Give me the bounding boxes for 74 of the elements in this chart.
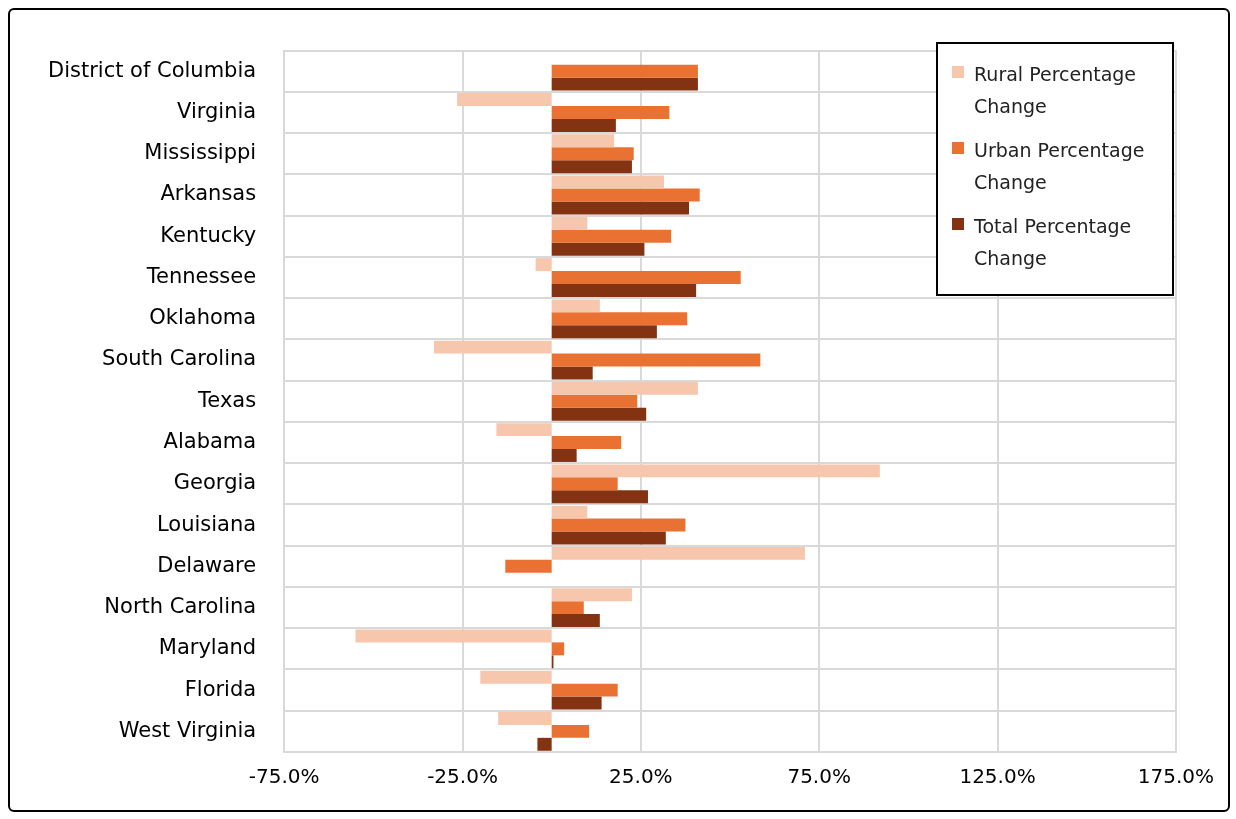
bar (537, 737, 552, 751)
bar (551, 188, 700, 202)
bar (551, 394, 638, 408)
y-tick-label: West Virginia (118, 717, 257, 742)
bar (551, 546, 805, 560)
bar (551, 201, 689, 215)
bar (551, 325, 657, 339)
y-tick-label: North Carolina (104, 594, 257, 619)
bar (496, 423, 552, 437)
bar (551, 216, 588, 230)
x-tick-label: -75.0% (248, 764, 320, 789)
bar (551, 271, 741, 284)
bar (551, 381, 698, 395)
bar (505, 559, 552, 573)
bar (551, 477, 618, 491)
bar (551, 531, 666, 545)
bar (498, 711, 552, 725)
bar (551, 449, 577, 462)
x-tick-label: 175.0% (1137, 764, 1214, 789)
y-tick-label: Mississippi (144, 140, 257, 165)
x-tick-label: 75.0% (787, 764, 851, 789)
y-tick-label: Florida (184, 676, 257, 701)
bar (551, 77, 698, 91)
bar (551, 490, 648, 504)
y-tick-label: Alabama (163, 429, 257, 454)
bar (551, 175, 665, 189)
bar (535, 258, 552, 272)
bar (551, 696, 602, 710)
bar (551, 683, 618, 697)
y-tick-label: District of Columbia (47, 57, 257, 82)
bar (551, 614, 600, 627)
bar (457, 93, 552, 107)
bar (551, 518, 686, 532)
bar (551, 642, 565, 656)
bar (551, 312, 688, 326)
bar (433, 340, 552, 354)
y-tick-label: Georgia (173, 470, 257, 495)
bar (551, 588, 632, 602)
bar (551, 147, 634, 161)
bar (551, 134, 615, 148)
x-tick-label: -25.0% (427, 764, 498, 789)
legend-label: Urban Percentage Change (974, 138, 1146, 195)
y-tick-label: Louisiana (157, 511, 257, 536)
bar (551, 464, 880, 478)
bar (551, 299, 600, 313)
x-tick-label: 125.0% (959, 764, 1036, 789)
bar (551, 366, 593, 380)
y-tick-label: South Carolina (102, 346, 257, 371)
y-tick-label: Texas (197, 387, 257, 412)
bar (551, 64, 698, 78)
y-tick-label: Kentucky (160, 222, 257, 247)
bar (551, 505, 588, 519)
bar (551, 436, 622, 450)
bar (551, 724, 590, 738)
bar (551, 160, 632, 174)
y-tick-label: Virginia (176, 98, 257, 123)
x-tick-label: 25.0% (609, 764, 673, 789)
bar (551, 106, 670, 119)
bar (551, 601, 584, 615)
bar (551, 353, 761, 367)
bar (355, 629, 552, 643)
bar (480, 670, 552, 684)
y-tick-label: Delaware (157, 552, 257, 577)
bar (551, 407, 647, 421)
bar (551, 229, 672, 243)
legend-label: Rural Percentage Change (974, 62, 1138, 119)
y-tick-label: Maryland (158, 635, 257, 660)
bar (551, 118, 616, 132)
bar (551, 242, 645, 256)
bar (551, 283, 697, 297)
y-tick-label: Arkansas (160, 181, 257, 206)
legend-label: Total Percentage Change (974, 214, 1133, 271)
y-tick-label: Tennessee (145, 263, 257, 288)
y-tick-label: Oklahoma (149, 305, 257, 330)
